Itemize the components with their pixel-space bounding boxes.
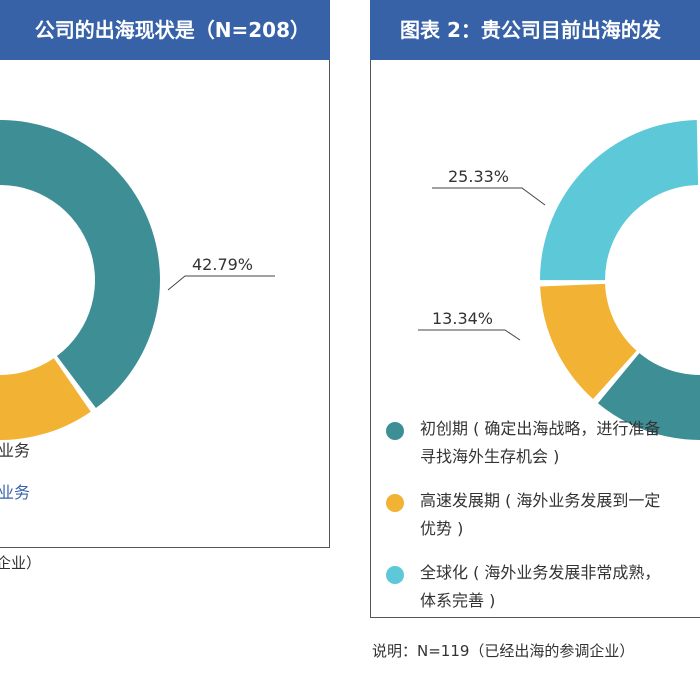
right-slice-1-label: 13.34% [432,309,493,328]
legend-label-global-line2: 体系完善 ) [420,591,496,610]
right-chart-title: 图表 2：贵公司目前出海的发 [370,0,700,60]
left-legend-item-2: 业务 [0,483,31,502]
legend-dot-global [386,566,404,584]
left-donut-slice-1 [0,358,91,440]
legend-label-startup-line2: 寻找海外生存机会 ) [420,447,560,466]
left-chart-title: 公司的出海现状是（N=208） [0,0,330,60]
right-donut-slice-2 [540,120,699,281]
legend-label-global-line1: 全球化 ( 海外业务发展非常成熟， [420,563,661,582]
legend-dot-growth [386,494,404,512]
right-slice-2-label: 25.33% [448,167,509,186]
legend-label-growth-line1: 高速发展期 ( 海外业务发展到一定 [420,491,661,510]
legend-label-growth-line2: 优势 ) [420,519,464,538]
chart-panel-left [0,38,330,548]
right-donut-slice-0 [597,353,700,440]
right-donut-slice-1 [540,283,637,400]
legend-dot-startup [386,422,404,440]
left-slice-0-leader [167,275,275,291]
left-donut-slice-0 [0,120,160,409]
right-note: 说明：N=119（已经出海的参调企业） [372,642,635,660]
right-slice-2-leader [432,187,546,206]
right-slice-1-leader [418,329,521,341]
left-slice-0-label: 42.79% [192,255,253,274]
left-note: 企业） [0,554,42,572]
left-legend-item-1: 业务 [0,441,31,460]
legend-label-startup-line1: 初创期 ( 确定出海战略，进行准备 [420,419,661,438]
